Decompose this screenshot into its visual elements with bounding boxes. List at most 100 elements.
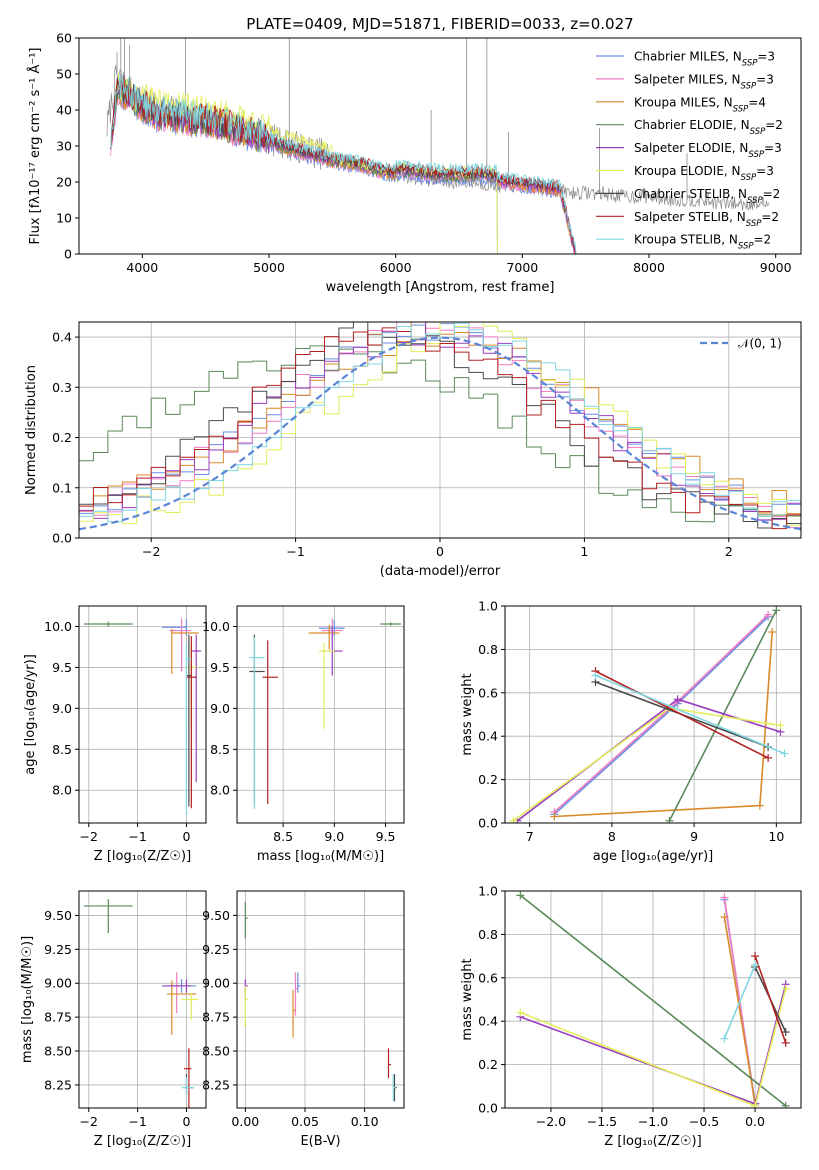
weight-line xyxy=(668,609,778,822)
x-tick-label: −1.5 xyxy=(587,1114,617,1129)
x-tick-label: 0.0 xyxy=(745,1114,765,1129)
y-tick-label: 8.5 xyxy=(210,742,230,757)
plot-area xyxy=(244,901,397,1102)
x-axis-label: mass [log₁₀(M/M☉)] xyxy=(257,849,384,864)
z-weight-panel: −2.0 −1.5 −1.0 −0.5 0.0 0.0 0.2 0.4 0.6 0.8 1.0 Z [… xyxy=(460,884,802,1149)
y-tick-label: 9.00 xyxy=(44,976,72,991)
y-tick-label: 30 xyxy=(56,139,72,154)
normal-curve xyxy=(79,336,801,531)
y-axis-label: age [log₁₀(age/yr)] xyxy=(23,654,38,775)
x-axis-label: E(B-V) xyxy=(300,1134,340,1149)
x-tick-label: −1 xyxy=(286,544,304,559)
x-tick-label: −1 xyxy=(128,829,146,844)
legend-label: Salpeter MILES, NSSP=3 xyxy=(634,72,774,91)
x-tick-label: −2 xyxy=(142,544,160,559)
y-tick-label: 0.4 xyxy=(478,1014,498,1029)
weight-line xyxy=(516,698,781,822)
x-tick-label: 5000 xyxy=(253,260,285,275)
y-axis-label: mass weight xyxy=(460,958,475,1040)
plot-area xyxy=(79,322,801,531)
x-axis-label: (data-model)/error xyxy=(380,564,501,579)
axes-frame xyxy=(504,605,802,824)
y-tick-label: 8.0 xyxy=(210,783,230,798)
x-tick-label: 8 xyxy=(608,829,616,844)
model-spectrum-line xyxy=(110,73,577,254)
mass-age-panel: 8.5 9.0 9.5 8.0 8.5 9.0 9.5 10.0 mass [log₁₀(M/M… xyxy=(202,605,405,864)
x-tick-label: 6000 xyxy=(380,260,412,275)
residual-histogram xyxy=(79,322,801,529)
weight-line xyxy=(512,707,781,822)
x-tick-label: 0.05 xyxy=(291,1114,319,1129)
y-tick-label: 0.2 xyxy=(52,430,72,445)
x-tick-label: 0.00 xyxy=(231,1114,259,1129)
y-tick-label: 40 xyxy=(56,103,72,118)
x-tick-label: 9000 xyxy=(760,260,792,275)
y-tick-label: 9.0 xyxy=(52,701,72,716)
y-axis-label: mass [log₁₀(M/M☉)] xyxy=(20,936,35,1063)
spectrum-panel: 4000 5000 6000 7000 8000 9000 0 10 20 30 40 50 60 wav… xyxy=(27,31,802,295)
legend-label: Kroupa ELODIE, NSSP=3 xyxy=(634,164,774,183)
x-tick-label: 7 xyxy=(526,829,534,844)
y-axis-label: Flux [fλ10⁻¹⁷ erg cm⁻² s⁻¹ Å⁻¹] xyxy=(27,48,43,245)
model-spectrum-line xyxy=(114,73,498,254)
y-tick-label: 8.50 xyxy=(202,1044,230,1059)
plot-area xyxy=(509,606,789,823)
y-tick-label: 8.0 xyxy=(52,783,72,798)
y-tick-label: 8.25 xyxy=(202,1077,230,1092)
x-axis-label: wavelength [Angstrom, rest frame] xyxy=(326,280,555,295)
y-tick-label: 8.5 xyxy=(52,742,72,757)
z-mass-panel: −2 −1 0 8.25 8.50 8.75 9.00 9.25 9.50 Z [log₁₀(Z/… xyxy=(20,890,207,1149)
axes-frame xyxy=(236,605,405,824)
y-tick-label: 0 xyxy=(64,247,72,262)
x-tick-label: −1.0 xyxy=(638,1114,668,1129)
x-tick-label: 10 xyxy=(768,829,784,844)
weight-line xyxy=(754,955,787,1044)
age-weight-panel: 7 8 9 10 0.0 0.2 0.4 0.6 0.8 1.0 age [log₁₀(age/yr… xyxy=(460,599,802,864)
y-tick-label: 9.0 xyxy=(210,701,230,716)
y-tick-label: 0.4 xyxy=(52,330,72,345)
x-axis-label: Z [log₁₀(Z/Z☉)] xyxy=(94,1134,191,1149)
x-axis-label: Z [log₁₀(Z/Z☉)] xyxy=(94,849,191,864)
x-tick-label: −1 xyxy=(128,1114,146,1129)
x-axis-label: Z [log₁₀(Z/Z☉)] xyxy=(604,1134,701,1149)
y-tick-label: 9.5 xyxy=(210,660,230,675)
x-tick-label: 9 xyxy=(690,829,698,844)
axes-frame xyxy=(78,605,207,824)
plot-area xyxy=(83,899,199,1108)
legend-label: Salpeter STELIB, NSSP=2 xyxy=(634,210,779,229)
y-tick-label: 9.50 xyxy=(44,908,72,923)
y-tick-label: 1.0 xyxy=(478,599,498,614)
y-tick-label: 1.0 xyxy=(478,884,498,899)
legend-label: 𝒩(0, 1) xyxy=(738,337,782,351)
y-tick-label: 0.8 xyxy=(478,927,498,942)
plot-area xyxy=(83,618,202,815)
x-tick-label: 4000 xyxy=(126,260,158,275)
y-tick-label: 9.00 xyxy=(202,976,230,991)
weight-line xyxy=(723,916,756,1104)
weight-line xyxy=(723,964,756,1039)
weight-line xyxy=(554,631,773,818)
legend-label: Salpeter ELODIE, NSSP=3 xyxy=(634,141,782,160)
legend-label: Chabrier STELIB, NSSP=2 xyxy=(634,187,780,206)
axes-frame xyxy=(236,890,405,1109)
x-tick-label: 0 xyxy=(182,829,190,844)
x-tick-label: 0 xyxy=(182,1114,190,1129)
legend-label: Kroupa MILES, NSSP=4 xyxy=(634,95,766,114)
x-tick-label: −2 xyxy=(80,1114,98,1129)
axes-frame xyxy=(78,890,207,1109)
legend-label: Kroupa STELIB, NSSP=2 xyxy=(634,233,771,252)
y-tick-label: 0.8 xyxy=(478,642,498,657)
plot-area xyxy=(249,618,401,810)
y-tick-label: 10.0 xyxy=(202,619,230,634)
residual-histogram xyxy=(79,322,801,523)
ebv-mass-panel: 0.00 0.05 0.10 8.25 8.50 8.75 9.00 9.25 9.50 E(B-… xyxy=(202,890,405,1149)
residual-histogram xyxy=(79,345,801,523)
y-tick-label: 9.25 xyxy=(202,942,230,957)
x-tick-label: 8.5 xyxy=(273,829,293,844)
y-tick-label: 10.0 xyxy=(44,619,72,634)
y-tick-label: 0.2 xyxy=(478,772,498,787)
x-tick-label: 9.0 xyxy=(324,829,344,844)
legend-label: Chabrier MILES, NSSP=3 xyxy=(634,50,775,69)
x-tick-label: −2.0 xyxy=(536,1114,566,1129)
